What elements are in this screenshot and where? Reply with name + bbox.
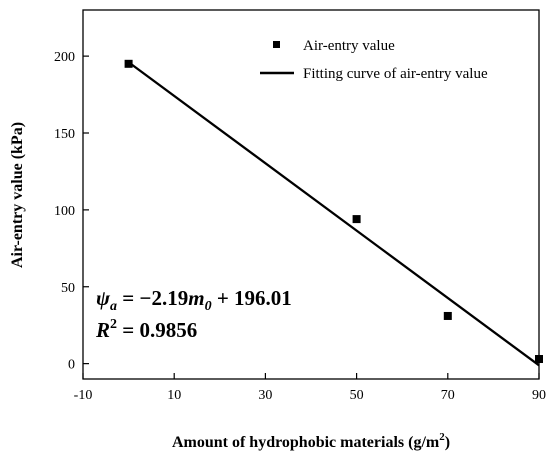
x-tick-label: 30	[258, 388, 272, 403]
series-layer	[124, 59, 543, 367]
legend-entry-fitting-curve: Fitting curve of air-entry value	[303, 66, 488, 82]
r-squared-label: R	[95, 318, 110, 342]
equation-intercept: + 196.01	[212, 286, 292, 310]
equation-variable: m	[188, 286, 204, 310]
x-tick-label: 70	[441, 388, 455, 403]
x-axis-title: Amount of hydrophobic materials (g/m2)	[172, 431, 450, 451]
x-tick-label: 90	[532, 388, 546, 403]
x-tick-label: 50	[350, 388, 364, 403]
legend-entry-air-entry-value: Air-entry value	[303, 38, 395, 54]
fit-equation: ψa = −2.19m0 + 196.01	[96, 286, 292, 314]
y-tick-label: 200	[54, 50, 75, 65]
r-squared-superscript: 2	[110, 317, 117, 332]
equation-slope: = −2.19	[117, 286, 188, 310]
fit-line	[127, 61, 540, 367]
x-axis-title-end: )	[445, 434, 450, 451]
y-tick-label: 100	[54, 204, 75, 219]
equation-lhs-subscript: a	[110, 299, 117, 314]
r-squared: R2 = 0.9856	[95, 317, 197, 342]
x-tick-label: -10	[74, 388, 93, 403]
x-axis-title-main: Amount of hydrophobic materials (g/m	[172, 434, 440, 451]
y-axis-ticks: 0 50 100 150 200	[54, 50, 89, 373]
y-tick-label: 0	[68, 358, 75, 373]
r-squared-value: = 0.9856	[117, 318, 197, 342]
data-point	[352, 215, 361, 224]
x-axis-ticks: -10 10 30 50 70 90	[74, 373, 546, 403]
data-point	[443, 311, 452, 320]
plot-frame	[82, 9, 540, 380]
equation-variable-subscript: 0	[205, 299, 212, 314]
legend-marker-air-entry-value	[273, 41, 280, 48]
y-tick-label: 150	[54, 127, 75, 142]
data-point	[535, 355, 543, 364]
y-axis-title: Air-entry value (kPa)	[9, 122, 26, 268]
x-tick-label: 10	[167, 388, 181, 403]
equation-lhs: ψ	[96, 286, 111, 310]
y-tick-label: 50	[61, 281, 75, 296]
legend: Air-entry value Fitting curve of air-ent…	[260, 38, 488, 82]
data-point	[124, 59, 133, 68]
x-axis-title-superscript: 2	[439, 431, 445, 443]
